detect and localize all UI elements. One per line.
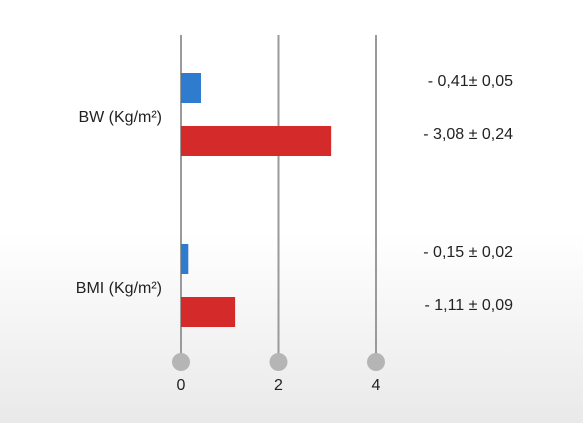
x-tick-label: 2 <box>274 377 283 394</box>
bar <box>181 126 332 156</box>
x-tick-label: 4 <box>372 377 381 394</box>
category-label: BW (Kg/m²) <box>78 109 162 126</box>
category-label: BMI (Kg/m²) <box>76 280 162 297</box>
tick-marker <box>172 353 190 371</box>
tick-marker <box>269 353 288 371</box>
bar <box>181 244 189 274</box>
bar <box>181 73 201 103</box>
x-tick-label: 0 <box>177 377 186 394</box>
value-label: - 1,11 ± 0,09 <box>424 297 513 314</box>
value-label: - 3,08 ± 0,24 <box>423 126 513 143</box>
value-label: - 0,15 ± 0,02 <box>423 244 513 261</box>
tick-marker <box>367 353 385 371</box>
value-label: - 0,41± 0,05 <box>428 73 513 90</box>
bar <box>181 297 236 327</box>
